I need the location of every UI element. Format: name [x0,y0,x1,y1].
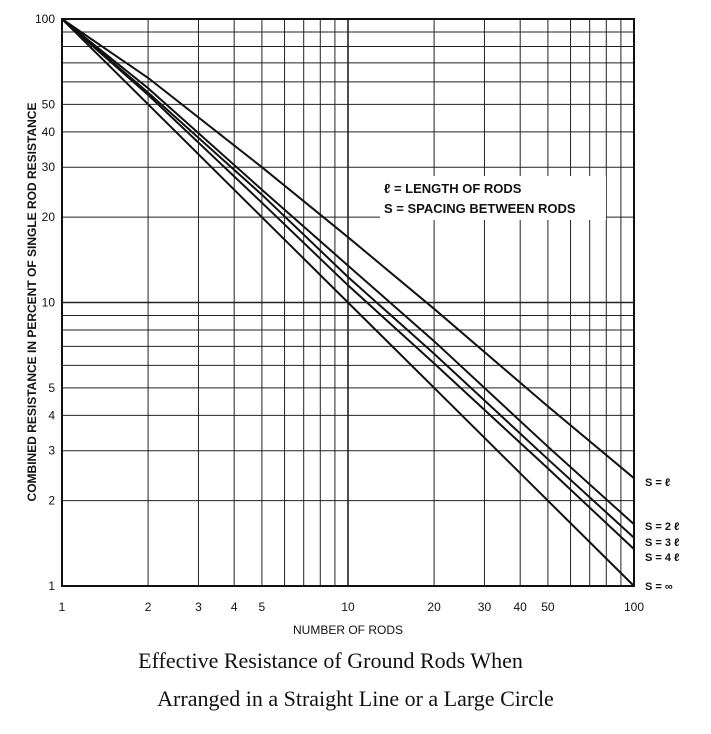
series-label-3: S = 4 ℓ [645,552,679,564]
y-tick-label: 40 [42,125,56,139]
series-line-2 [61,18,635,539]
legend-background [380,176,606,220]
y-tick-label: 20 [42,210,56,224]
series-label-0: S = ℓ [645,477,670,489]
y-axis-label: COMBINED RESISTANCE IN PERCENT OF SINGLE… [25,103,39,502]
series-label-1: S = 2 ℓ [645,521,679,533]
y-tick-labels: 1 2 3 4 5 10 20 30 40 50 100 [35,12,55,593]
x-tick-label: 40 [514,600,528,614]
x-tick-labels: 1 2 3 4 5 10 20 30 40 50 100 [59,600,645,614]
series-label-4: S = ∞ [645,581,673,593]
y-tick-label: 1 [48,579,55,593]
x-tick-label: 3 [195,600,202,614]
y-tick-label: 5 [48,381,55,395]
x-axis-label: NUMBER OF RODS [293,623,403,637]
x-tick-label: 30 [478,600,492,614]
y-tick-label: 100 [35,12,55,26]
figure-caption-line-1: Effective Resistance of Ground Rods When [138,648,523,673]
y-tick-label: 2 [48,494,55,508]
figure-caption-line-2: Arranged in a Straight Line or a Large C… [157,686,554,711]
legend-line-length: ℓ = LENGTH OF RODS [384,181,522,196]
series-line-1 [61,18,635,526]
series-lines [61,18,635,587]
x-tick-label: 50 [541,600,555,614]
series-labels: S = ℓ S = 2 ℓ S = 3 ℓ S = 4 ℓ S = ∞ [645,477,679,593]
legend-line-spacing: S = SPACING BETWEEN RODS [384,201,576,216]
x-tick-label: 100 [624,600,644,614]
y-tick-label: 4 [48,408,55,422]
y-tick-label: 3 [48,444,55,458]
y-tick-label: 50 [42,97,56,111]
x-tick-label: 1 [59,600,66,614]
ground-rod-chart: 1 2 3 4 5 10 20 30 40 50 100 1 2 3 4 5 10 20 30 40 50 100 ℓ … [25,12,679,637]
series-line-3 [61,18,635,550]
series-line-0 [61,18,635,479]
plot-frame [61,18,635,587]
x-tick-label: 10 [341,600,355,614]
x-tick-label: 5 [259,600,266,614]
x-tick-label: 2 [145,600,152,614]
y-tick-label: 10 [42,296,56,310]
x-tick-label: 4 [231,600,238,614]
y-tick-label: 30 [42,160,56,174]
x-tick-label: 20 [427,600,441,614]
series-line-4 [61,18,635,587]
series-label-2: S = 3 ℓ [645,537,679,549]
